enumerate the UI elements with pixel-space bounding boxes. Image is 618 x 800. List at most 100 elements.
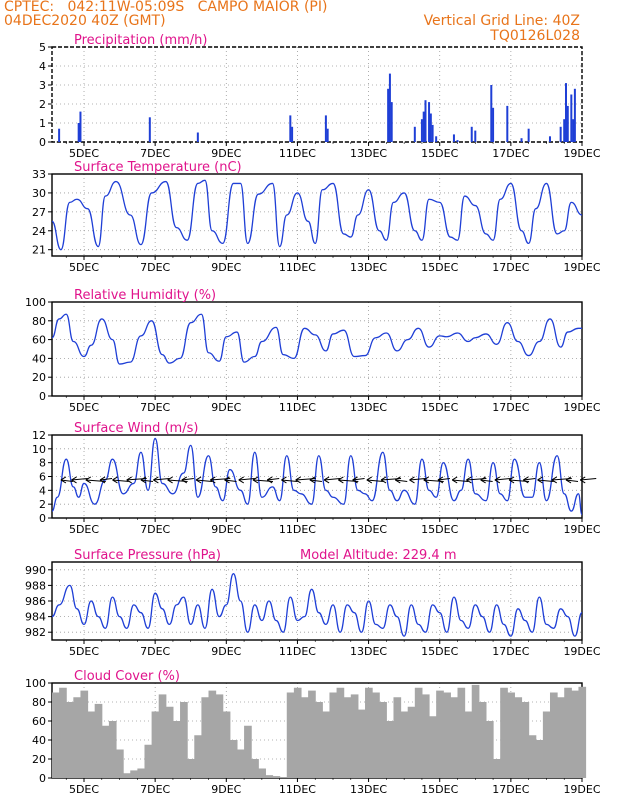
cloud-bar	[116, 749, 124, 778]
cloud-bar	[293, 687, 302, 778]
cloud-bar	[258, 768, 266, 778]
y-tick-label: 100	[25, 296, 46, 309]
wind-arrow	[395, 479, 408, 482]
wind-arrow	[494, 477, 511, 481]
cloud-bar	[372, 692, 380, 778]
x-tick-label: 13DEC	[350, 783, 387, 796]
wind-arrow-head	[71, 476, 77, 484]
cloud-bar	[172, 721, 181, 778]
panel-surface-temperature-nc: 21 24 27 30 33 5DEC 7DEC 9DEC 11DEC 13DEC 15DEC 17D…	[32, 160, 601, 274]
cloud-bar	[272, 776, 281, 778]
x-tick-label: 7DEC	[140, 645, 170, 658]
precip-bar	[429, 113, 432, 142]
wind-arrow	[224, 479, 237, 482]
wind-arrow-head	[423, 476, 429, 484]
chart-title: Precipitation (mm/h)	[74, 33, 207, 48]
x-tick-label: 13DEC	[350, 261, 387, 274]
y-tick-label: 40	[32, 352, 46, 365]
y-tick-label: 27	[32, 206, 46, 219]
precip-bar	[431, 124, 434, 142]
cloud-bar	[514, 697, 523, 778]
y-tick-label: 988	[25, 579, 46, 592]
x-tick-label: 15DEC	[421, 147, 458, 160]
wind-arrow-head	[352, 476, 358, 484]
wind-arrow-head	[60, 476, 67, 484]
cloud-bar	[343, 697, 352, 778]
cloud-bar	[80, 690, 89, 778]
plot-frame	[51, 301, 583, 397]
chart-title: Surface Temperature (nC)	[74, 160, 242, 175]
series-marks	[51, 179, 583, 251]
cloud-bar	[123, 773, 131, 778]
y-tick-label: 5	[39, 41, 46, 54]
x-tick-label: 13DEC	[350, 645, 387, 658]
precip-bar	[456, 140, 459, 142]
wind-arrow-head	[140, 476, 147, 484]
x-tick-label: 11DEC	[279, 401, 316, 414]
cloud-bar	[564, 687, 572, 778]
cloud-bar	[73, 697, 82, 778]
y-tick-label: 2	[39, 498, 46, 511]
x-tick-label: 7DEC	[140, 401, 170, 414]
y-tick-label: 0	[39, 512, 46, 525]
wind-arrow	[153, 477, 170, 481]
wind-arrow-head	[508, 476, 515, 484]
wind-arrow-head	[238, 476, 245, 484]
cloud-bar	[400, 711, 409, 778]
cloud-bar	[52, 692, 60, 778]
wind-arrow-head	[195, 476, 202, 484]
precip-bar	[570, 94, 573, 142]
cloud-bar	[471, 684, 480, 778]
x-tick-label: 17DEC	[492, 523, 529, 536]
wind-arrow-head	[210, 476, 216, 484]
cloud-bar	[165, 706, 174, 778]
wind-arrow-head	[126, 476, 132, 484]
cloud-bar	[443, 692, 451, 778]
wind-arrow-head	[565, 476, 572, 484]
wind-arrow	[140, 479, 153, 482]
precip-bar	[573, 88, 576, 142]
cloud-bar	[279, 777, 288, 778]
precip-bar	[196, 132, 199, 142]
cloud-bar	[542, 711, 551, 778]
cloud-bar	[87, 711, 96, 778]
wind-arrow-head	[323, 476, 330, 484]
x-tick-label: 15DEC	[421, 783, 458, 796]
panel-precipitation-mm-h: 0 1 2 3 4 5 5DEC 7DEC 9DEC 11DEC 13DEC 15DEC 17DEC 19…	[39, 33, 601, 160]
cloud-bar	[450, 697, 459, 778]
x-tick-label: 7DEC	[140, 261, 170, 274]
wind-arrow	[352, 477, 365, 481]
cloud-bar	[144, 744, 153, 778]
panel-relative-humidity: 0 20 40 60 80 100 5DEC 7DEC 9DEC 11DEC 13DEC 15DEC 1…	[25, 288, 601, 414]
wind-arrow-head	[437, 476, 444, 484]
precip-bar	[506, 105, 509, 142]
cloud-bar	[507, 692, 515, 778]
cloud-bar	[485, 721, 494, 778]
location-header: CPTEC: 042:11W-05:09S CAMPO MAIOR (PI)	[4, 0, 328, 15]
cloud-bar	[457, 687, 466, 778]
run-code: TQ0126L028	[490, 28, 580, 44]
cloud-bar	[108, 721, 117, 778]
cloud-bar	[222, 711, 231, 778]
y-tick-label: 0	[39, 390, 46, 403]
cloud-bar	[478, 702, 487, 778]
y-tick-label: 0	[39, 772, 46, 785]
cloud-bar	[557, 697, 565, 778]
grid-lines	[52, 434, 583, 519]
y-tick-label: 4	[39, 484, 46, 497]
precip-bar	[559, 126, 562, 142]
y-tick-label: 4	[39, 60, 46, 73]
x-tick-label: 13DEC	[350, 523, 387, 536]
precip-bar	[520, 138, 523, 142]
y-tick-label: 2	[39, 98, 46, 111]
precip-bar	[58, 128, 61, 142]
cloud-bar	[101, 725, 110, 778]
cloud-bar	[315, 702, 323, 778]
x-tick-label: 11DEC	[279, 147, 316, 160]
wind-arrow	[452, 479, 469, 482]
wind-arrow-head	[252, 476, 259, 484]
wind-arrow-head	[394, 476, 401, 484]
cloud-bar	[436, 690, 444, 778]
x-tick-label: 5DEC	[69, 261, 99, 274]
